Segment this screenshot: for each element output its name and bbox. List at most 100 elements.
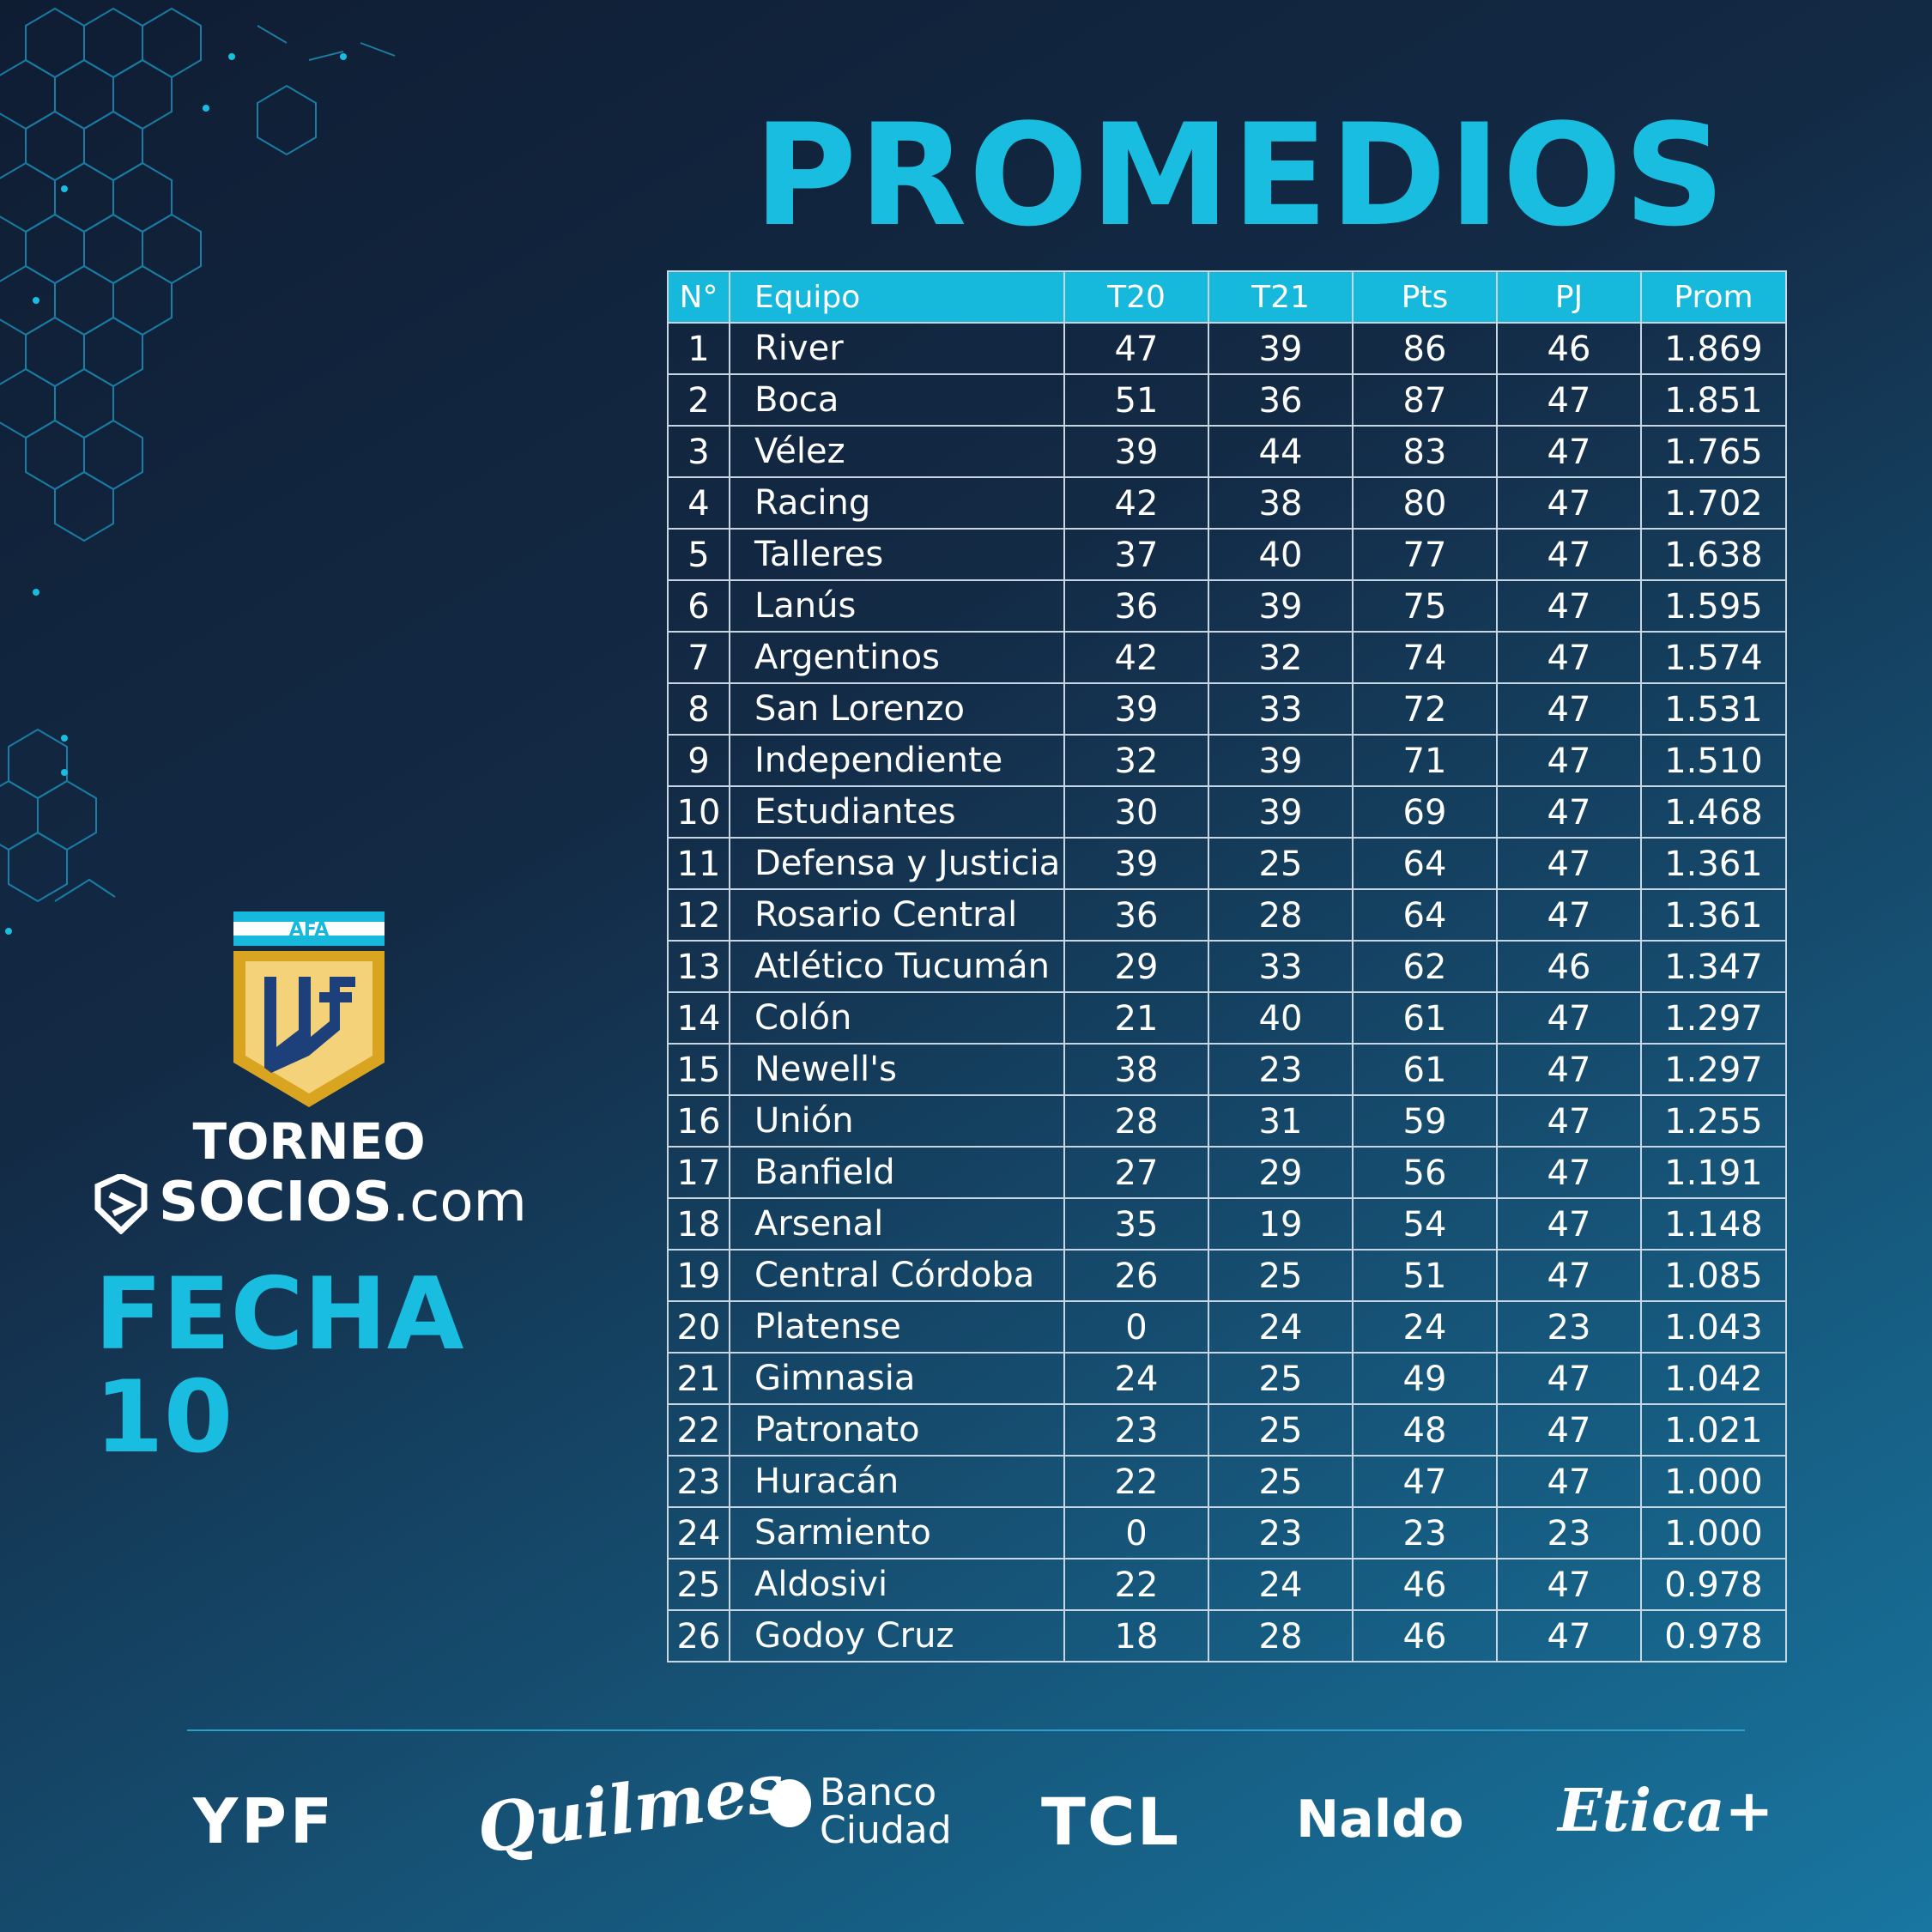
cell-t20: 39 [1063,425,1209,478]
cell-t20: 32 [1063,734,1209,787]
table-row: 8 San Lorenzo 39 33 72 47 1.531 [667,682,1787,736]
cell-team: Central Córdoba [729,1249,1065,1302]
cell-team: San Lorenzo [729,682,1065,736]
header-played: PJ [1496,270,1642,324]
cell-t21: 33 [1208,940,1354,993]
cell-played: 47 [1496,1249,1642,1302]
banco-ciudad-wordmark: Banco Ciudad [820,1771,952,1852]
cell-t21: 28 [1208,1609,1354,1662]
cell-position: 23 [667,1455,730,1508]
cell-points: 77 [1352,528,1498,581]
table-row: 22 Patronato 23 25 48 47 1.021 [667,1403,1787,1457]
cell-position: 11 [667,837,730,890]
cell-points: 75 [1352,579,1498,633]
cell-team: Racing [729,476,1065,530]
cell-played: 47 [1496,991,1642,1045]
cell-team: Banfield [729,1146,1065,1199]
cell-t20: 36 [1063,888,1209,942]
cell-position: 16 [667,1094,730,1148]
cell-position: 18 [667,1197,730,1251]
cell-position: 10 [667,785,730,839]
cell-average: 1.148 [1640,1197,1787,1251]
cell-points: 69 [1352,785,1498,839]
cell-team: Independiente [729,734,1065,787]
cell-t20: 28 [1063,1094,1209,1148]
cell-team: Aldosivi [729,1558,1065,1611]
cell-position: 17 [667,1146,730,1199]
cell-position: 2 [667,373,730,427]
cell-played: 47 [1496,837,1642,890]
cell-position: 25 [667,1558,730,1611]
table-row: 15 Newell's 38 23 61 47 1.297 [667,1043,1787,1096]
cell-points: 83 [1352,425,1498,478]
cell-t20: 18 [1063,1609,1209,1662]
cell-position: 15 [667,1043,730,1096]
cell-team: Vélez [729,425,1065,478]
cell-played: 46 [1496,322,1642,375]
cell-position: 24 [667,1506,730,1560]
cell-position: 4 [667,476,730,530]
cell-position: 21 [667,1352,730,1405]
cell-played: 47 [1496,476,1642,530]
cell-played: 47 [1496,373,1642,427]
cell-played: 47 [1496,888,1642,942]
cell-points: 87 [1352,373,1498,427]
sponsor-naldo-logo: Naldo [1296,1790,1464,1850]
page-title: PROMEDIOS [754,94,1727,257]
cell-average: 1.043 [1640,1300,1787,1354]
cell-position: 3 [667,425,730,478]
cell-team: Newell's [729,1043,1065,1096]
cell-average: 1.297 [1640,1043,1787,1096]
cell-played: 47 [1496,734,1642,787]
cell-t21: 39 [1208,785,1354,839]
table-row: 25 Aldosivi 22 24 46 47 0.978 [667,1558,1787,1611]
table-row: 14 Colón 21 40 61 47 1.297 [667,991,1787,1045]
cell-points: 61 [1352,991,1498,1045]
cell-played: 47 [1496,579,1642,633]
cell-position: 19 [667,1249,730,1302]
cell-average: 1.765 [1640,425,1787,478]
table-row: 9 Independiente 32 39 71 47 1.510 [667,734,1787,787]
sponsor-etica-logo: Etica+ [1558,1777,1774,1845]
table-row: 23 Huracán 22 25 47 47 1.000 [667,1455,1787,1508]
cell-team: Estudiantes [729,785,1065,839]
header-t20: T20 [1063,270,1209,324]
cell-team: Godoy Cruz [729,1609,1065,1662]
fecha-label: FECHA 10 [94,1257,464,1475]
cell-average: 1.510 [1640,734,1787,787]
cell-points: 46 [1352,1558,1498,1611]
cell-t20: 0 [1063,1300,1209,1354]
cell-t20: 39 [1063,837,1209,890]
table-row: 24 Sarmiento 0 23 23 23 1.000 [667,1506,1787,1560]
cell-position: 13 [667,940,730,993]
cell-average: 1.297 [1640,991,1787,1045]
table-row: 2 Boca 51 36 87 47 1.851 [667,373,1787,427]
cell-average: 1.638 [1640,528,1787,581]
cell-t21: 25 [1208,1249,1354,1302]
cell-points: 62 [1352,940,1498,993]
cell-position: 14 [667,991,730,1045]
cell-team: Argentinos [729,631,1065,684]
cell-played: 47 [1496,1609,1642,1662]
cell-played: 47 [1496,1043,1642,1096]
cell-t21: 25 [1208,1403,1354,1457]
cell-t20: 27 [1063,1146,1209,1199]
table-row: 18 Arsenal 35 19 54 47 1.148 [667,1197,1787,1251]
header-points: Pts [1352,270,1498,324]
cell-t20: 22 [1063,1455,1209,1508]
cell-average: 1.468 [1640,785,1787,839]
cell-played: 23 [1496,1506,1642,1560]
cell-played: 47 [1496,1352,1642,1405]
cell-average: 1.000 [1640,1506,1787,1560]
cell-average: 1.361 [1640,888,1787,942]
cell-t20: 0 [1063,1506,1209,1560]
cell-position: 12 [667,888,730,942]
cell-played: 47 [1496,1403,1642,1457]
header-team: Equipo [729,270,1065,324]
cell-points: 72 [1352,682,1498,736]
cell-points: 24 [1352,1300,1498,1354]
cell-position: 26 [667,1609,730,1662]
cell-played: 47 [1496,682,1642,736]
cell-points: 64 [1352,888,1498,942]
